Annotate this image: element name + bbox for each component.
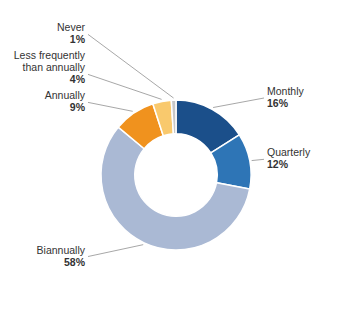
category-label: Biannually bbox=[37, 244, 86, 256]
wedge bbox=[171, 100, 176, 134]
category-label-line: Annually bbox=[45, 89, 86, 101]
leader-line bbox=[213, 98, 264, 108]
category-label: Less frequentlythan annually bbox=[14, 49, 86, 73]
wedge bbox=[211, 135, 251, 189]
data-label: 9% bbox=[70, 101, 86, 113]
data-label: 4% bbox=[70, 73, 86, 85]
leader-line bbox=[88, 245, 143, 257]
category-label-line: than annually bbox=[23, 61, 86, 73]
leader-line bbox=[88, 102, 133, 111]
leader-line bbox=[88, 74, 162, 99]
chart: Monthly16% Quarterly12% Biannually58% Annua… bbox=[0, 0, 352, 310]
data-label: 12% bbox=[267, 158, 289, 170]
category-label: Annually bbox=[45, 89, 86, 101]
wedge bbox=[101, 127, 250, 250]
wedge bbox=[153, 100, 174, 136]
data-label: 1% bbox=[70, 33, 86, 45]
leaders bbox=[88, 34, 264, 256]
category-label-line: Biannually bbox=[37, 244, 86, 256]
data-label: 16% bbox=[267, 97, 289, 109]
category-label-line: Monthly bbox=[267, 85, 305, 97]
category-label: Quarterly bbox=[267, 146, 311, 158]
category-label: Monthly bbox=[267, 85, 305, 97]
data-label: 58% bbox=[64, 256, 86, 268]
category-label-line: Never bbox=[57, 21, 86, 33]
leader-line bbox=[252, 159, 264, 160]
labels: Monthly16% Quarterly12% Biannually58% Annua… bbox=[14, 21, 311, 267]
category-label-line: Quarterly bbox=[267, 146, 311, 158]
category-label-line: Less frequently bbox=[14, 49, 86, 61]
category-label: Never bbox=[57, 21, 86, 33]
wedges bbox=[101, 100, 251, 250]
leader-line bbox=[88, 34, 174, 98]
